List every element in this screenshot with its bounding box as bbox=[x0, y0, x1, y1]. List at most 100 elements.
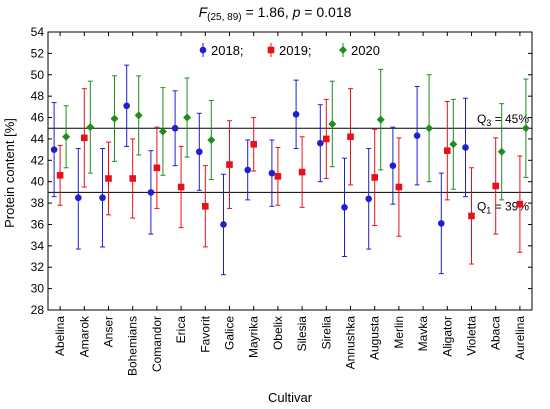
y-tick-label: 36 bbox=[31, 217, 45, 231]
data-point bbox=[153, 164, 161, 172]
data-point bbox=[56, 171, 64, 179]
reference-label: Q3 = 45% bbox=[477, 112, 529, 128]
legend: 2018; 2019; 2020 bbox=[199, 43, 380, 58]
y-tick-label: 30 bbox=[31, 282, 45, 296]
data-point bbox=[226, 161, 233, 168]
data-point bbox=[99, 194, 106, 202]
y-tick-label: 32 bbox=[31, 260, 45, 274]
plot-area: 28 30 32 34 36 38 40 42 44 46 48 50 52 54 Abelina Amaro… bbox=[31, 25, 533, 376]
category-label: Mayrika bbox=[247, 316, 261, 358]
series-2019 bbox=[56, 88, 524, 265]
data-point bbox=[389, 162, 397, 169]
data-point bbox=[328, 119, 337, 128]
y-tick-label: 50 bbox=[31, 68, 45, 82]
data-point bbox=[268, 169, 276, 177]
category-label: Aurelina bbox=[513, 316, 527, 360]
data-point bbox=[365, 195, 373, 203]
category-label: Aligator bbox=[440, 316, 454, 357]
data-point bbox=[177, 183, 185, 191]
data-point bbox=[444, 147, 451, 154]
title-f: F bbox=[199, 4, 209, 20]
series-2020 bbox=[62, 68, 530, 201]
data-point bbox=[376, 115, 385, 124]
y-tick-label: 34 bbox=[31, 239, 45, 253]
data-point bbox=[86, 123, 95, 132]
data-point bbox=[468, 212, 475, 220]
data-point bbox=[183, 113, 192, 122]
category-label: Sirelia bbox=[319, 316, 333, 350]
y-tick-label: 46 bbox=[31, 111, 45, 125]
data-point bbox=[371, 174, 378, 181]
legend-marker bbox=[267, 46, 275, 54]
data-point bbox=[323, 135, 330, 143]
category-label: Favorit bbox=[198, 315, 212, 352]
data-point bbox=[123, 102, 130, 110]
data-point bbox=[449, 140, 458, 149]
y-tick-label: 28 bbox=[31, 303, 45, 317]
chart-title: F(25, 89) = 1.86, p = 0.018 bbox=[199, 4, 352, 23]
data-point bbox=[250, 140, 257, 148]
data-point bbox=[134, 111, 143, 120]
category-label: Erica bbox=[174, 316, 188, 344]
category-label: Merlin bbox=[392, 316, 406, 349]
category-label: Galice bbox=[223, 316, 237, 350]
category-label: Silesia bbox=[295, 316, 309, 352]
data-point bbox=[438, 220, 445, 227]
data-point bbox=[492, 182, 499, 190]
legend-label: 2020 bbox=[351, 43, 380, 58]
category-label: Abelina bbox=[53, 316, 67, 356]
category-label: Comandor bbox=[150, 316, 164, 372]
y-tick-label: 44 bbox=[31, 132, 45, 146]
data-point bbox=[317, 139, 324, 147]
data-point bbox=[274, 173, 282, 180]
data-point bbox=[147, 189, 155, 196]
legend-label: 2018; bbox=[211, 43, 244, 58]
data-point bbox=[110, 114, 119, 123]
data-point bbox=[81, 134, 88, 142]
data-point bbox=[50, 146, 58, 153]
category-label: Augusta bbox=[368, 316, 382, 360]
data-point bbox=[196, 148, 203, 156]
y-tick-label: 54 bbox=[31, 25, 45, 39]
y-tick-label: 38 bbox=[31, 196, 45, 210]
y-tick-label: 52 bbox=[31, 46, 45, 60]
y-axis-title: Protein content [%] bbox=[2, 118, 17, 228]
plot-frame bbox=[47, 31, 533, 311]
x-axis-title: Cultivar bbox=[268, 390, 313, 405]
category-label: Bohemians bbox=[126, 316, 140, 376]
data-point bbox=[298, 168, 306, 176]
data-point bbox=[158, 127, 167, 136]
category-label: Obelix bbox=[271, 316, 285, 350]
data-point bbox=[129, 175, 136, 182]
legend-marker bbox=[339, 46, 347, 54]
data-point bbox=[413, 132, 421, 140]
data-point bbox=[462, 144, 469, 151]
category-label: Mavka bbox=[416, 316, 430, 352]
data-point bbox=[105, 175, 112, 182]
data-point bbox=[292, 111, 300, 118]
category-label: Anser bbox=[102, 316, 116, 347]
data-point bbox=[347, 133, 354, 141]
data-point bbox=[516, 200, 524, 208]
y-tick-label: 48 bbox=[31, 89, 45, 103]
data-point bbox=[425, 124, 434, 133]
data-point bbox=[75, 194, 82, 202]
data-point bbox=[521, 124, 530, 133]
category-label: Abaca bbox=[489, 316, 503, 350]
y-tick-label: 40 bbox=[31, 175, 45, 189]
legend-marker bbox=[199, 46, 207, 54]
title-p: p bbox=[292, 4, 301, 20]
data-point bbox=[62, 132, 71, 141]
data-point bbox=[395, 183, 403, 191]
category-label: Annushka bbox=[344, 316, 358, 370]
data-point bbox=[220, 221, 227, 228]
title-sub: (25, 89) bbox=[207, 12, 241, 23]
category-label: Violetta bbox=[465, 316, 479, 356]
title-rest1: = 1.86, bbox=[242, 4, 293, 20]
data-point bbox=[244, 166, 251, 174]
series-2018 bbox=[50, 64, 469, 276]
data-point bbox=[207, 135, 216, 144]
legend-label: 2019; bbox=[279, 43, 312, 58]
y-tick-label: 42 bbox=[31, 153, 45, 167]
